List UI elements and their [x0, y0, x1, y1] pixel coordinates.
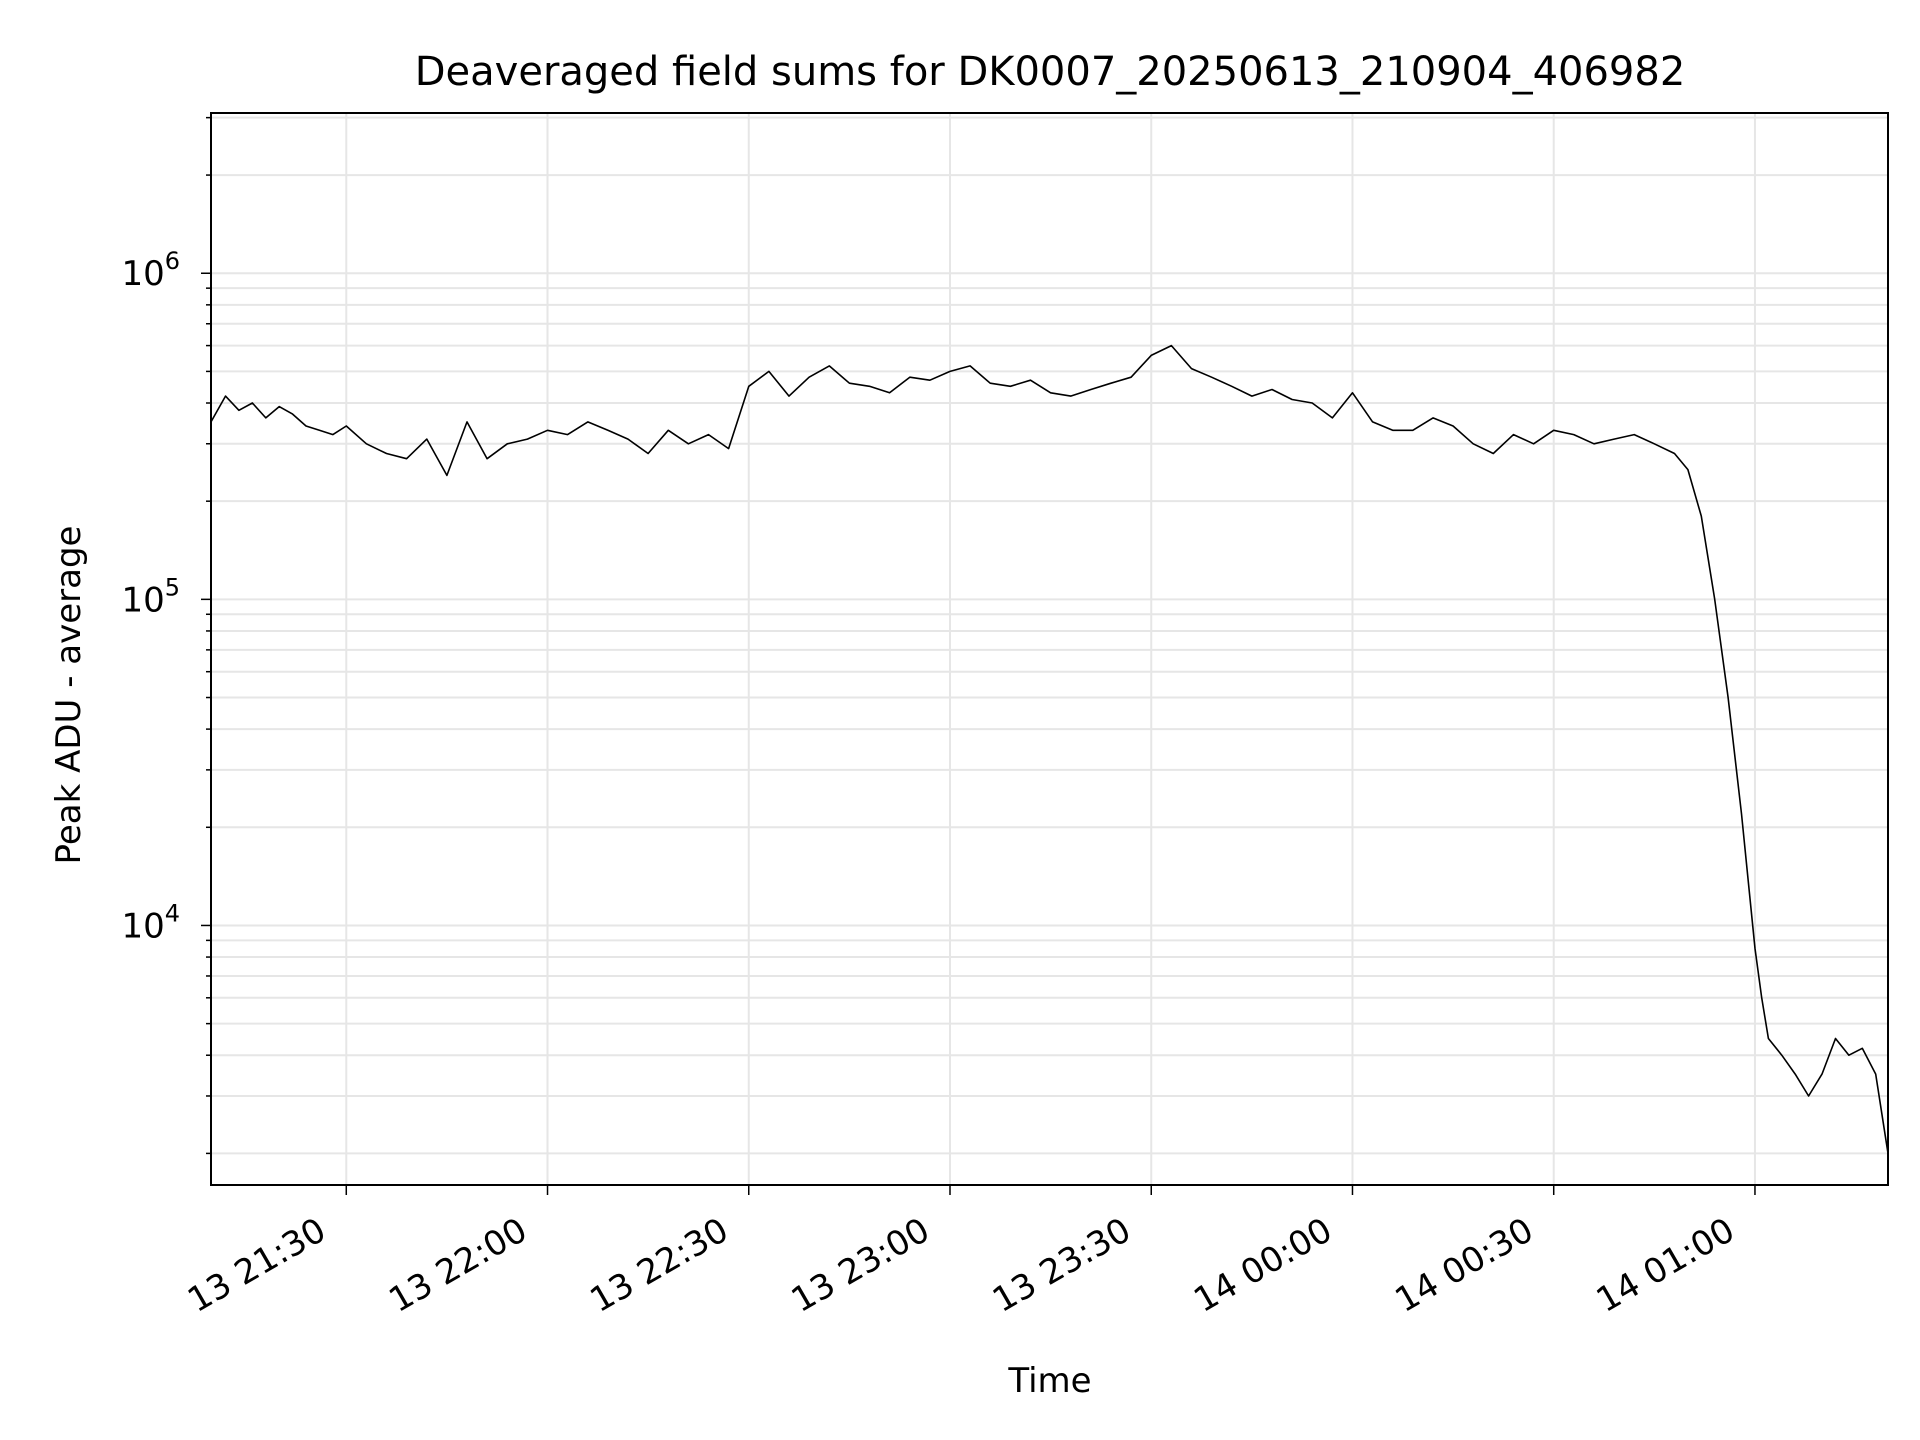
x-axis-label: Time: [1007, 1361, 1091, 1401]
y-axis-label: Peak ADU - average: [49, 526, 89, 865]
chart-title: Deaveraged field sums for DK0007_2025061…: [415, 49, 1686, 95]
y-tick-label: 106: [121, 247, 180, 294]
y-tick-label: 104: [121, 899, 180, 946]
series-line: [210, 344, 1889, 1154]
y-tick-label: 105: [121, 573, 180, 620]
plot-frame: [210, 112, 1889, 1186]
